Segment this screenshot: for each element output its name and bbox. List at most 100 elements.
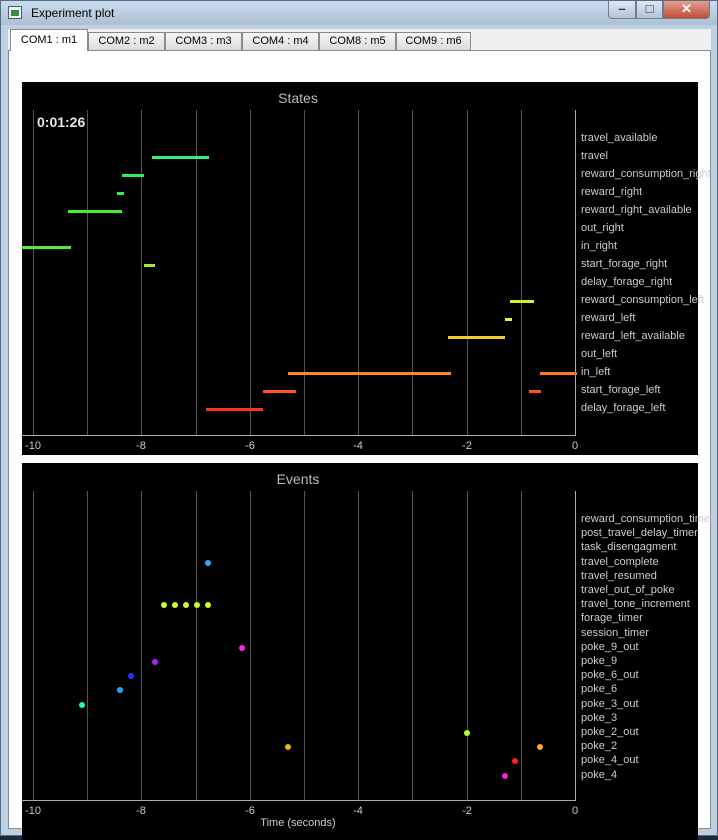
row-label: poke_3 <box>581 712 618 724</box>
grid-line <box>358 491 359 800</box>
event-point <box>502 773 508 779</box>
state-segment <box>263 390 296 393</box>
row-label: travel_out_of_poke <box>581 584 675 596</box>
close-icon: ✕ <box>681 1 692 16</box>
grid-line <box>467 491 468 800</box>
app-icon <box>8 6 22 19</box>
events-plot: Events Time (seconds) -10 -8 -6 -4 -2 0 reward… <box>22 463 714 840</box>
event-point <box>117 687 123 693</box>
event-point <box>464 730 470 736</box>
row-label: start_forage_left <box>581 384 661 396</box>
row-label: travel_resumed <box>581 570 657 582</box>
state-segment <box>529 390 541 393</box>
x-tick-label: 0 <box>571 440 579 452</box>
maximize-button[interactable]: □ <box>636 1 663 19</box>
grid-line <box>141 491 142 800</box>
tab-bar: COM1 : m1 COM2 : m2 COM3 : m3 COM4 : m4 … <box>8 29 711 51</box>
row-label: poke_4 <box>581 769 618 781</box>
tab-com4-m4[interactable]: COM4 : m4 <box>242 32 319 50</box>
event-point <box>285 744 291 750</box>
tab-com8-m5[interactable]: COM8 : m5 <box>319 32 396 50</box>
minimize-button[interactable]: – <box>608 1 636 19</box>
event-point <box>239 645 245 651</box>
state-segment <box>540 372 577 375</box>
event-point <box>205 560 211 566</box>
grid-line <box>467 110 468 435</box>
row-label: reward_right <box>581 186 643 198</box>
client-area: COM1 : m1 COM2 : m2 COM3 : m3 COM4 : m4 … <box>8 29 714 840</box>
row-label: task_disengagment <box>581 541 677 553</box>
grid-line <box>412 110 413 435</box>
state-segment <box>117 192 124 195</box>
row-label: delay_forage_left <box>581 402 666 414</box>
events-plot-title: Events <box>276 471 320 487</box>
row-label: out_right <box>581 222 624 234</box>
x-tick-label: -2 <box>462 440 472 452</box>
event-point <box>183 602 189 608</box>
row-label: poke_3_out <box>581 698 639 710</box>
row-label: in_right <box>581 240 618 252</box>
row-label: start_forage_right <box>581 258 668 270</box>
tab-com9-m6[interactable]: COM9 : m6 <box>396 32 471 50</box>
grid-line <box>304 491 305 800</box>
row-label: reward_consumption_timer <box>581 513 714 525</box>
maximize-icon: □ <box>645 1 654 16</box>
session-timer: 0:01:26 <box>37 114 86 130</box>
row-label: poke_9_out <box>581 641 639 653</box>
grid-line <box>358 110 359 435</box>
row-label: travel_complete <box>581 556 659 568</box>
row-label: reward_consumption_left <box>581 294 704 306</box>
x-tick-label: -6 <box>245 440 255 452</box>
tab-com2-m2[interactable]: COM2 : m2 <box>88 32 165 50</box>
grid-line <box>196 110 197 435</box>
grid-line <box>87 491 88 800</box>
x-tick-label: -10 <box>25 440 41 452</box>
grid-line <box>521 110 522 435</box>
x-tick-label: -10 <box>25 805 41 817</box>
event-point <box>537 744 543 750</box>
states-plot-title: States <box>278 90 318 106</box>
plot-axes <box>22 110 576 436</box>
x-axis-label: Time (seconds) <box>260 817 336 829</box>
plot-axes <box>22 491 576 801</box>
row-label: poke_4_out <box>581 754 639 766</box>
title-bar[interactable]: Experiment plot – □ ✕ <box>1 1 717 25</box>
row-label: reward_consumption_right <box>581 168 711 180</box>
row-label: poke_6 <box>581 683 618 695</box>
grid-line <box>412 491 413 800</box>
row-label: poke_2_out <box>581 726 639 738</box>
state-segment <box>505 318 512 321</box>
row-label: poke_9 <box>581 655 618 667</box>
event-point <box>128 673 134 679</box>
event-point <box>152 659 158 665</box>
row-label: in_left <box>581 366 611 378</box>
grid-line <box>304 110 305 435</box>
x-tick-label: -6 <box>245 805 255 817</box>
states-plot: States 0:01:26 -10 -8 -6 -4 -2 0 travel_availa… <box>22 82 711 455</box>
grid-line <box>33 110 34 435</box>
row-label: travel_available <box>581 132 658 144</box>
state-segment <box>206 408 263 411</box>
state-segment <box>144 264 155 267</box>
tab-content: States 0:01:26 -10 -8 -6 -4 -2 0 travel_availa… <box>8 50 714 840</box>
grid-line <box>250 491 251 800</box>
state-segment <box>122 174 144 177</box>
grid-line <box>521 491 522 800</box>
tab-com1-m1[interactable]: COM1 : m1 <box>10 29 88 51</box>
close-button[interactable]: ✕ <box>663 1 710 19</box>
tab-com3-m3[interactable]: COM3 : m3 <box>165 32 242 50</box>
state-segment <box>22 246 71 249</box>
row-label: out_left <box>581 348 618 360</box>
event-point <box>205 602 211 608</box>
state-segment <box>510 300 534 303</box>
state-segment <box>152 156 209 159</box>
state-segment <box>288 372 451 375</box>
row-label: poke_2 <box>581 740 618 752</box>
event-point <box>194 602 200 608</box>
x-tick-label: 0 <box>571 805 579 817</box>
row-label: session_timer <box>581 627 649 639</box>
state-segment <box>68 210 122 213</box>
row-label: forage_timer <box>581 612 643 624</box>
x-tick-label: -2 <box>462 805 472 817</box>
event-point <box>512 758 518 764</box>
